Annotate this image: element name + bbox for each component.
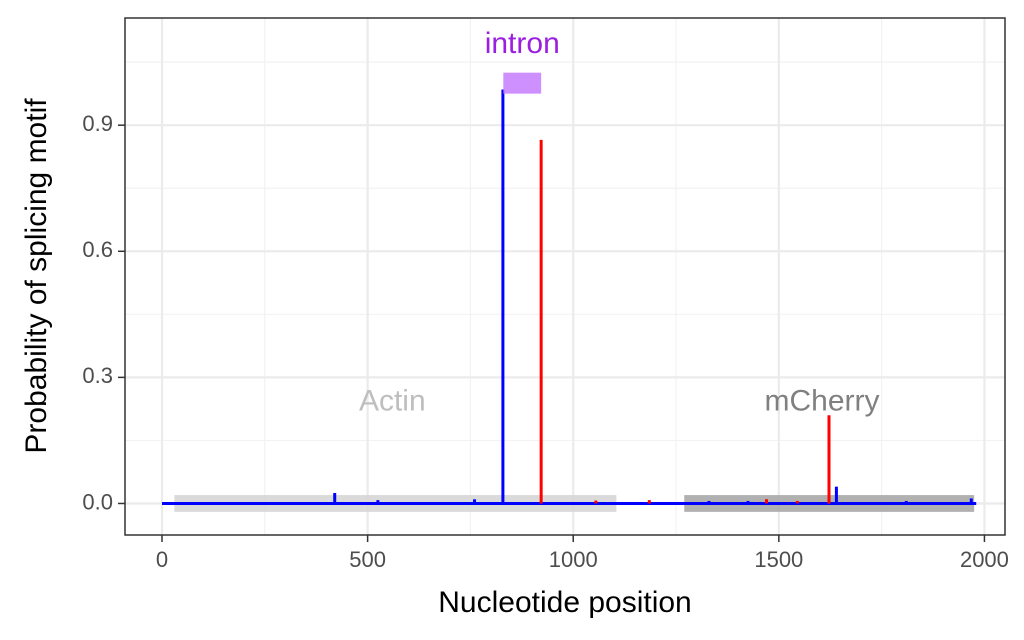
x-tick-label: 500 (349, 547, 386, 572)
x-tick-label: 0 (156, 547, 168, 572)
y-axis-title: Probability of splicing motif (20, 98, 53, 454)
y-tick-label: 0.0 (82, 489, 113, 514)
region-label-intron: intron (485, 27, 560, 60)
y-axis: 0.0 0.3 0.6 0.9 (82, 111, 125, 514)
region-box-intron (503, 72, 542, 94)
x-tick-label: 1000 (549, 547, 598, 572)
y-tick-label: 0.6 (82, 237, 113, 262)
x-axis-title: Nucleotide position (438, 586, 692, 619)
plot-panel-border (124, 17, 1006, 536)
region-label-actin: Actin (359, 385, 426, 418)
region-label-mcherry: mCherry (765, 385, 880, 418)
plot-panel-background (125, 18, 1005, 535)
x-tick-label: 2000 (960, 547, 1009, 572)
series-lines (162, 89, 977, 505)
y-tick-label: 0.9 (82, 111, 113, 136)
y-tick-label: 0.3 (82, 363, 113, 388)
x-axis: 0 500 1000 1500 2000 (156, 535, 1009, 572)
grid-minor (125, 18, 1005, 535)
region-labels: Actin mCherry intron (359, 27, 880, 417)
x-tick-label: 1500 (754, 547, 803, 572)
